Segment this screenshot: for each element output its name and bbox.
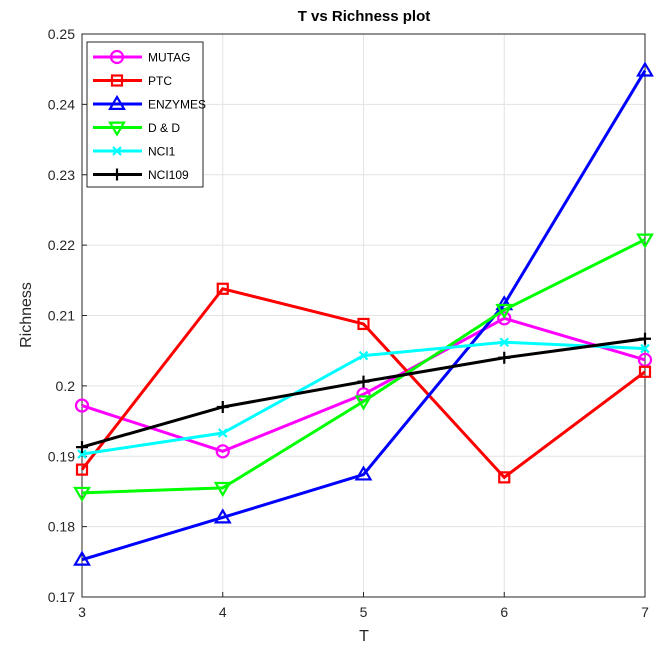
data-point-nci1 xyxy=(358,350,369,361)
legend-marker-ptc xyxy=(110,74,124,87)
legend-item-nci1: NCI1 xyxy=(93,145,176,159)
data-point-nci1 xyxy=(217,428,228,438)
series-ptc xyxy=(75,282,652,484)
legend-item-mutag: MUTAG xyxy=(93,49,190,65)
legend-marker-mutag xyxy=(109,49,125,65)
data-point-enzymes xyxy=(354,465,373,481)
legend-label-mutag: MUTAG xyxy=(148,51,190,65)
x-tick-label: 6 xyxy=(500,604,508,620)
legend-item-d-d: D & D xyxy=(93,121,180,137)
data-point-ptc xyxy=(75,463,89,476)
y-tick-label: 0.17 xyxy=(48,589,75,605)
legend-item-enzymes: ENZYMES xyxy=(93,94,206,112)
data-point-d-d xyxy=(213,481,232,498)
data-point-nci1 xyxy=(499,337,510,348)
data-point-enzymes xyxy=(213,508,232,524)
series-line-d-d xyxy=(81,238,646,495)
series-nci109 xyxy=(76,332,651,454)
data-point-nci109 xyxy=(498,351,511,364)
legend-label-d-d: D & D xyxy=(148,121,180,135)
y-axis-label: Richness xyxy=(18,282,35,348)
data-point-nci109 xyxy=(357,375,370,388)
legend-box xyxy=(86,41,204,188)
y-tick-label: 0.24 xyxy=(48,96,75,112)
chart-title: T vs Richness plot xyxy=(298,8,431,25)
legend-label-enzymes: ENZYMES xyxy=(148,98,206,112)
data-point-mutag xyxy=(215,444,230,459)
x-axis-label: T xyxy=(359,628,369,645)
data-point-nci1 xyxy=(640,343,650,354)
series-d-d xyxy=(73,233,654,503)
legend-marker-nci109 xyxy=(111,168,123,181)
series-line-ptc xyxy=(80,287,646,480)
x-tick-label: 7 xyxy=(641,604,649,620)
legend-item-nci109: NCI109 xyxy=(93,168,189,182)
y-tick-label: 0.25 xyxy=(48,26,75,42)
data-point-d-d xyxy=(636,233,654,249)
legend-label-nci109: NCI109 xyxy=(148,168,189,182)
data-point-enzymes xyxy=(636,61,654,77)
series-lines xyxy=(73,61,654,566)
data-point-nci109 xyxy=(639,332,651,345)
y-tick-label: 0.23 xyxy=(48,167,75,183)
y-tick-label: 0.22 xyxy=(48,237,75,253)
legend-label-ptc: PTC xyxy=(148,74,172,88)
data-point-mutag xyxy=(497,311,512,326)
data-point-d-d xyxy=(495,303,514,320)
legend-marker-enzymes xyxy=(108,94,126,111)
legend-label-nci1: NCI1 xyxy=(148,145,176,159)
data-point-ptc xyxy=(357,317,370,331)
legend-item-ptc: PTC xyxy=(93,74,172,88)
data-point-nci109 xyxy=(76,441,88,454)
legend: MUTAG PTC ENZYMES D & D NCI1 NCI109 xyxy=(86,41,206,188)
legend-marker-d-d xyxy=(108,121,126,137)
data-point-ptc xyxy=(638,365,652,378)
axis-ticks: 3 4 5 6 7 0.17 0.18 0.19 0.2 0.21 0.22 0.23 0.24 0.25 xyxy=(48,26,649,620)
x-tick-label: 3 xyxy=(78,604,86,620)
data-point-enzymes xyxy=(73,550,91,566)
y-tick-label: 0.2 xyxy=(56,378,76,394)
series-line-enzymes xyxy=(81,69,647,562)
series-nci1 xyxy=(77,337,650,459)
series-line-mutag xyxy=(81,316,646,453)
data-point-ptc xyxy=(216,282,229,295)
y-tick-label: 0.21 xyxy=(48,308,75,324)
data-point-d-d xyxy=(354,395,373,411)
data-point-d-d xyxy=(73,486,91,503)
legend-marker-nci1 xyxy=(112,146,122,156)
data-point-nci109 xyxy=(216,400,229,413)
data-point-mutag xyxy=(74,398,90,413)
x-tick-label: 4 xyxy=(219,604,227,620)
y-tick-label: 0.19 xyxy=(48,448,75,464)
x-tick-label: 5 xyxy=(360,604,368,620)
data-point-ptc xyxy=(498,471,511,484)
data-point-nci1 xyxy=(77,449,87,459)
y-tick-label: 0.18 xyxy=(48,519,75,535)
